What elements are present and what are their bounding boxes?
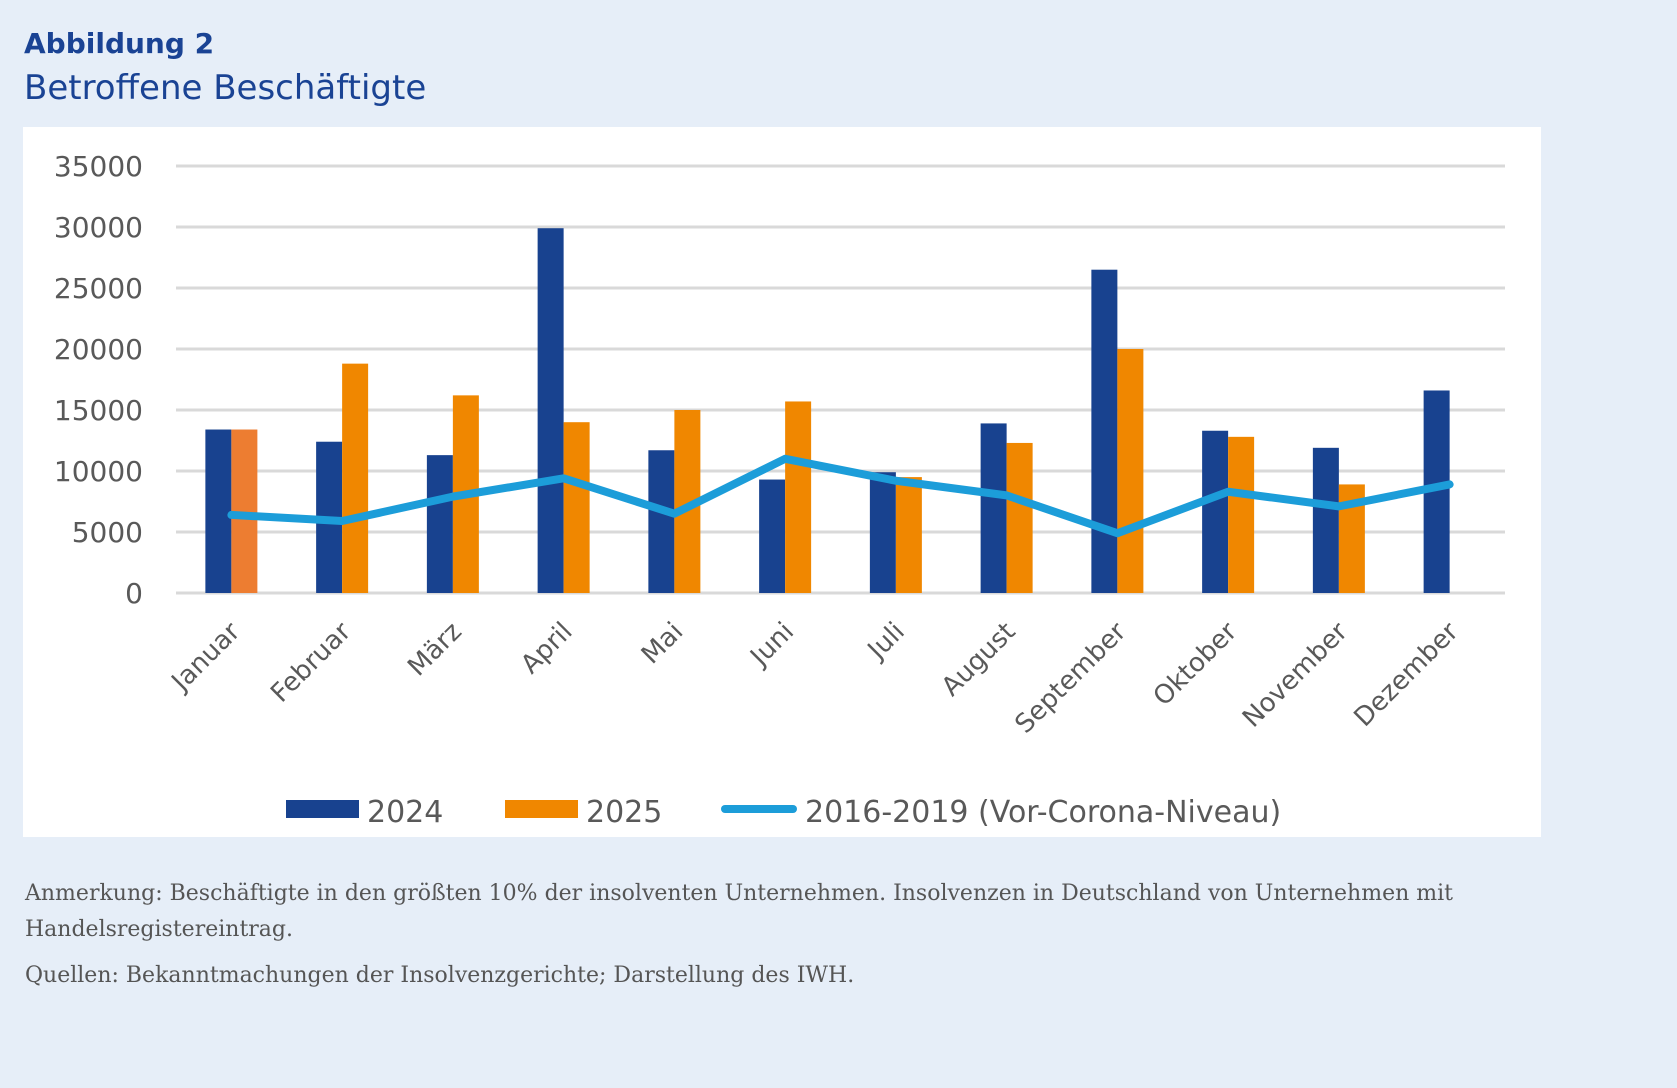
y-tick-label: 30000: [54, 211, 143, 244]
legend-swatch-2024: [286, 800, 359, 818]
x-category-label: August: [936, 617, 1022, 703]
bar-2024: [537, 228, 564, 593]
x-category-label: Dezember: [1348, 617, 1464, 733]
x-category-label: März: [402, 617, 468, 683]
line-series: [227, 454, 1454, 538]
x-category-label: Juni: [744, 617, 800, 673]
bar-2024: [1202, 430, 1229, 593]
y-tick-label: 5000: [72, 516, 143, 549]
y-tick-label: 35000: [54, 150, 143, 183]
bar-line-chart: 0 5000 10000 15000 20000 25000 30000 35000 Janu…: [54, 150, 1505, 830]
y-tick-label: 20000: [54, 333, 143, 366]
y-axis-ticks: 0 5000 10000 15000 20000 25000 30000 35000: [54, 150, 143, 610]
gridlines: [176, 164, 1505, 595]
x-category-label: Januar: [165, 617, 247, 699]
y-tick-label: 15000: [54, 394, 143, 427]
sources-note: Quellen: Bekanntmachungen der Insolvenzg…: [25, 963, 855, 988]
bar-2025: [1117, 349, 1144, 593]
bar-2024: [980, 423, 1007, 593]
x-category-label: Juli: [861, 617, 911, 667]
figure-title: Betroffene Beschäftigte: [24, 68, 427, 108]
bar-2024: [759, 479, 786, 593]
x-category-label: Oktober: [1148, 617, 1244, 713]
y-tick-label: 0: [125, 577, 143, 610]
bar-2025: [342, 363, 369, 593]
y-tick-label: 25000: [54, 272, 143, 305]
x-category-label: April: [515, 617, 578, 680]
legend-label-2025: 2025: [586, 795, 662, 830]
legend-swatch-2025: [505, 800, 578, 818]
x-category-label: November: [1237, 617, 1354, 734]
x-category-label: Mai: [636, 617, 689, 670]
x-axis-labels: Januar Februar März April Mai Juni Juli AugustS…: [165, 617, 1465, 740]
x-category-label: September: [1009, 617, 1132, 740]
bar-2025: [785, 401, 812, 593]
bar-2025: [895, 477, 922, 593]
figure-label: Abbildung 2: [24, 27, 215, 60]
y-tick-label: 10000: [54, 455, 143, 488]
bar-2024: [426, 455, 453, 593]
x-category-label: Februar: [265, 617, 357, 709]
line-precovid-path: [227, 454, 1454, 538]
bar-2024: [205, 429, 232, 593]
bar-2025: [1228, 436, 1255, 593]
bar-2024: [1091, 269, 1118, 593]
legend-label-2024: 2024: [367, 795, 443, 830]
chart-panel: 0 5000 10000 15000 20000 25000 30000 35000 Janu…: [23, 127, 1541, 837]
bar-2025: [1006, 442, 1033, 593]
bar-2024: [648, 450, 675, 593]
legend-label-line: 2016-2019 (Vor-Corona-Niveau): [805, 795, 1281, 830]
legend: 2024 2025 2016-2019 (Vor-Corona-Niveau): [286, 795, 1281, 830]
bar-2024: [869, 472, 896, 593]
annotation-note: Anmerkung: Beschäftigte in den größten 1…: [25, 881, 1454, 942]
bar-2025: [563, 422, 590, 593]
bar-2024: [1312, 447, 1339, 593]
